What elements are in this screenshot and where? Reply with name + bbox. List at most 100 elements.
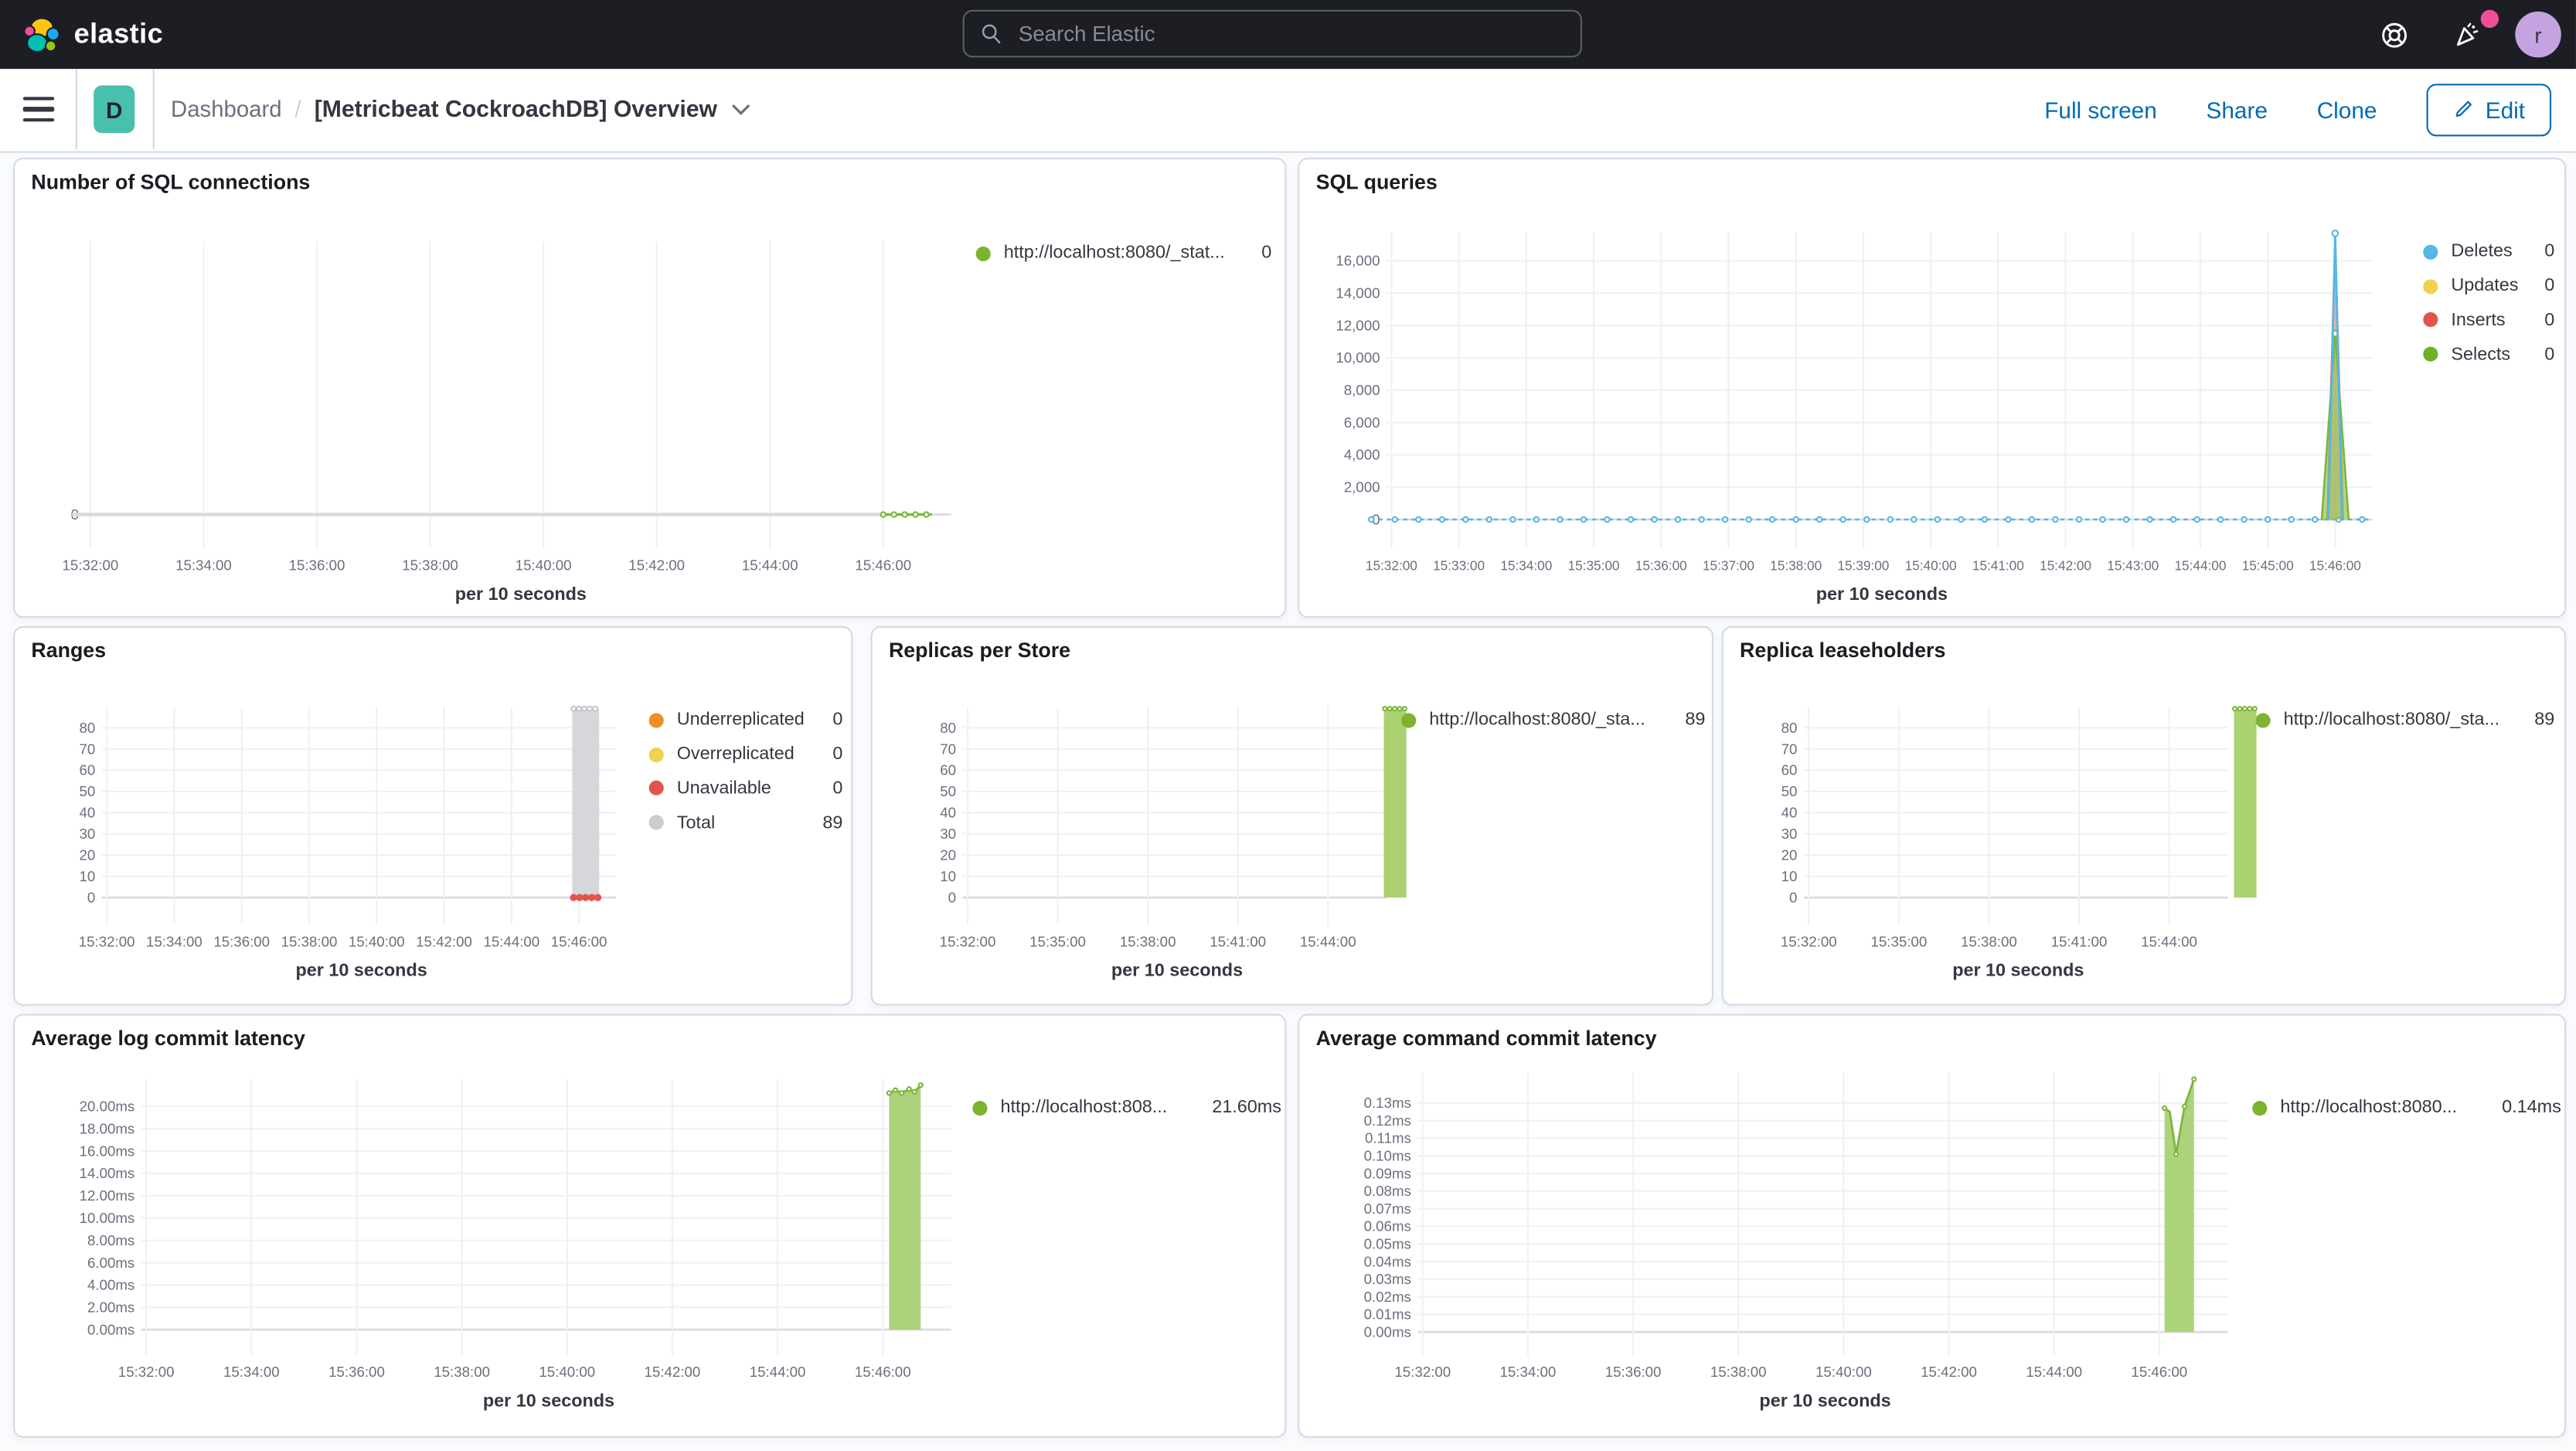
- panel-average-log-commit-latency: Average log commit latency 0.00ms 2.00ms 4…: [13, 1013, 1287, 1438]
- svg-text:15:42:00: 15:42:00: [628, 557, 685, 574]
- svg-text:15:40:00: 15:40:00: [349, 933, 405, 949]
- clone-button[interactable]: Clone: [2316, 96, 2377, 123]
- svg-text:15:44:00: 15:44:00: [2141, 933, 2197, 949]
- svg-text:10: 10: [1781, 868, 1798, 884]
- legend-label: Selects: [2451, 344, 2511, 365]
- legend-item[interactable]: Overreplicated 0: [648, 737, 843, 771]
- svg-text:10: 10: [79, 868, 95, 884]
- svg-text:15:35:00: 15:35:00: [1870, 933, 1927, 949]
- avatar-initial: r: [2534, 22, 2542, 47]
- legend-item[interactable]: http://localhost:808... 21.60ms: [972, 1091, 1281, 1125]
- svg-text:15:38:00: 15:38:00: [1120, 933, 1176, 949]
- user-avatar[interactable]: r: [2515, 11, 2561, 58]
- legend-label: http://localhost:808...: [1000, 1098, 1168, 1119]
- svg-text:15:46:00: 15:46:00: [2309, 558, 2361, 574]
- dashboard-app-badge[interactable]: D: [94, 85, 135, 134]
- svg-text:0.05ms: 0.05ms: [1364, 1235, 1411, 1252]
- panel-title: Number of SQL connections: [31, 171, 311, 194]
- legend-item[interactable]: http://localhost:8080/_sta... 89: [2255, 703, 2554, 737]
- edit-button[interactable]: Edit: [2426, 83, 2552, 136]
- svg-text:18.00ms: 18.00ms: [80, 1120, 135, 1136]
- legend-item[interactable]: http://localhost:8080... 0.14ms: [2252, 1091, 2561, 1125]
- svg-text:per 10 seconds: per 10 seconds: [1816, 584, 1948, 604]
- svg-text:0.02ms: 0.02ms: [1364, 1289, 1411, 1305]
- legend-dot-icon: [2423, 244, 2438, 260]
- chevron-down-icon[interactable]: [730, 103, 750, 116]
- svg-text:60: 60: [79, 762, 95, 778]
- svg-text:15:42:00: 15:42:00: [416, 933, 472, 949]
- svg-text:15:40:00: 15:40:00: [1815, 1364, 1872, 1380]
- svg-text:40: 40: [1781, 805, 1798, 821]
- svg-text:15:38:00: 15:38:00: [434, 1364, 490, 1380]
- legend-item[interactable]: Inserts 0: [2423, 303, 2554, 337]
- legend-label: http://localhost:8080/_sta...: [1429, 710, 1645, 731]
- legend-dot-icon: [972, 1100, 988, 1116]
- legend-item[interactable]: Updates 0: [2423, 269, 2554, 303]
- elastic-brand[interactable]: elastic: [23, 0, 163, 69]
- chart-legend: http://localhost:8080/_stat... 0: [975, 237, 1271, 271]
- svg-text:30: 30: [1781, 826, 1798, 842]
- legend-item[interactable]: Deletes 0: [2423, 235, 2554, 269]
- help-icon[interactable]: [2366, 0, 2421, 69]
- legend-item[interactable]: Total 89: [648, 806, 842, 840]
- svg-text:70: 70: [1781, 741, 1798, 757]
- svg-text:15:41:00: 15:41:00: [1972, 558, 2024, 574]
- svg-text:20: 20: [940, 847, 956, 863]
- legend-dot-icon: [648, 781, 664, 796]
- legend-value: 0.14ms: [2502, 1098, 2561, 1119]
- svg-text:6.00ms: 6.00ms: [87, 1255, 134, 1271]
- legend-item[interactable]: Selects 0: [2423, 338, 2554, 372]
- breadcrumb-dashboard[interactable]: Dashboard: [171, 97, 282, 122]
- svg-text:15:43:00: 15:43:00: [2107, 558, 2159, 574]
- legend-value: 0: [832, 744, 843, 765]
- svg-text:30: 30: [940, 826, 956, 842]
- svg-text:15:32:00: 15:32:00: [63, 557, 119, 574]
- svg-text:0.00ms: 0.00ms: [87, 1321, 134, 1337]
- svg-text:0.07ms: 0.07ms: [1364, 1201, 1411, 1217]
- svg-text:15:40:00: 15:40:00: [516, 557, 572, 574]
- newsfeed-icon[interactable]: [2440, 0, 2496, 69]
- svg-text:15:44:00: 15:44:00: [483, 933, 539, 949]
- svg-text:80: 80: [1781, 720, 1798, 736]
- legend-dot-icon: [2252, 1100, 2268, 1116]
- svg-text:0.01ms: 0.01ms: [1364, 1306, 1411, 1323]
- svg-text:8,000: 8,000: [1344, 382, 1380, 398]
- legend-item[interactable]: http://localhost:8080/_sta... 89: [1401, 703, 1705, 737]
- svg-text:50: 50: [1781, 783, 1798, 799]
- svg-text:50: 50: [79, 783, 95, 799]
- svg-text:15:44:00: 15:44:00: [1300, 933, 1356, 949]
- menu-icon[interactable]: [22, 97, 55, 122]
- chart-legend: Underreplicated 0 Overreplicated 0 Unavailab…: [648, 703, 843, 840]
- legend-item[interactable]: Underreplicated 0: [648, 703, 842, 737]
- global-search[interactable]: [962, 9, 1582, 58]
- legend-dot-icon: [648, 747, 664, 762]
- share-button[interactable]: Share: [2206, 96, 2268, 123]
- svg-text:0.08ms: 0.08ms: [1364, 1183, 1411, 1199]
- full-screen-button[interactable]: Full screen: [2044, 96, 2157, 123]
- svg-text:15:36:00: 15:36:00: [1605, 1364, 1662, 1380]
- svg-text:15:35:00: 15:35:00: [1029, 933, 1086, 949]
- svg-text:80: 80: [940, 720, 956, 736]
- legend-dot-icon: [975, 246, 991, 261]
- legend-value: 0: [2544, 242, 2555, 262]
- search-input[interactable]: [1015, 19, 1564, 48]
- svg-text:15:34:00: 15:34:00: [1500, 1364, 1557, 1380]
- legend-value: 0: [2544, 276, 2555, 297]
- svg-text:60: 60: [940, 762, 956, 778]
- svg-text:15:36:00: 15:36:00: [213, 933, 270, 949]
- legend-item[interactable]: http://localhost:8080/_stat... 0: [975, 237, 1271, 271]
- svg-text:15:36:00: 15:36:00: [1635, 558, 1687, 574]
- svg-text:15:38:00: 15:38:00: [1961, 933, 2017, 949]
- svg-text:15:34:00: 15:34:00: [223, 1364, 280, 1380]
- svg-text:per 10 seconds: per 10 seconds: [296, 960, 427, 980]
- panel-title: Average log commit latency: [31, 1027, 305, 1051]
- legend-label: http://localhost:8080/_sta...: [2283, 710, 2500, 731]
- svg-text:15:44:00: 15:44:00: [742, 557, 798, 574]
- legend-dot-icon: [648, 713, 664, 728]
- legend-dot-icon: [648, 815, 664, 831]
- svg-text:0.09ms: 0.09ms: [1364, 1165, 1411, 1181]
- svg-text:0.06ms: 0.06ms: [1364, 1218, 1411, 1235]
- legend-item[interactable]: Unavailable 0: [648, 771, 842, 806]
- legend-label: Inserts: [2451, 310, 2506, 331]
